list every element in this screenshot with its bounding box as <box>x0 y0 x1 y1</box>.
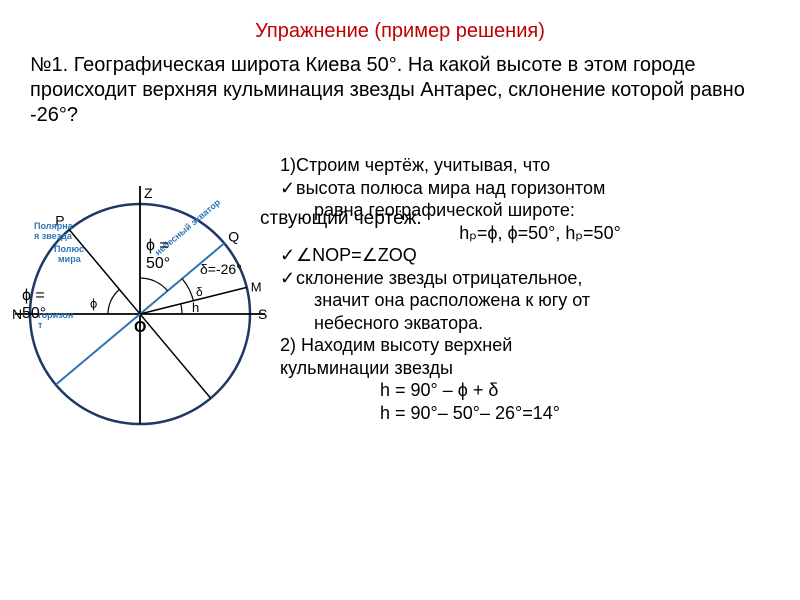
bullet3c: небесного экватора. <box>280 312 800 335</box>
fragment-text: ствующий чертёж. <box>260 208 422 230</box>
svg-text:δ: δ <box>196 285 203 299</box>
problem-statement: №1. Географическая широта Киева 50°. На … <box>0 53 800 134</box>
svg-text:M: M <box>251 279 262 294</box>
svg-text:ϕ =: ϕ = <box>146 237 169 254</box>
svg-text:Полярна: Полярна <box>34 221 74 231</box>
exercise-title: Упражнение (пример решения) <box>0 0 800 53</box>
celestial-sphere-diagram: NSZОQPMПолярная звездаПолюсмиранебесный … <box>10 134 280 494</box>
svg-text:50°: 50° <box>22 305 46 322</box>
svg-text:я звезда: я звезда <box>34 231 73 241</box>
bullet1a: высота полюса мира над горизонтом <box>296 178 605 198</box>
step1: 1)Строим чертёж, учитывая, что <box>280 154 800 177</box>
bullet3a: склонение звезды отрицательное, <box>296 268 582 288</box>
solution-text: 1)Строим чертёж, учитывая, что ✓высота п… <box>280 134 800 494</box>
svg-text:50°: 50° <box>146 255 170 272</box>
svg-text:S: S <box>258 306 267 322</box>
svg-text:О: О <box>134 319 146 336</box>
svg-text:N: N <box>12 306 22 322</box>
svg-text:Q: Q <box>228 228 239 244</box>
bullet3b: значит она расположена к югу от <box>280 289 800 312</box>
svg-text:δ=-26°: δ=-26° <box>200 261 242 277</box>
svg-text:Z: Z <box>144 185 153 201</box>
svg-text:Полюс: Полюс <box>54 244 84 254</box>
step2b: кульминации звезды <box>280 357 800 380</box>
svg-text:ϕ =: ϕ = <box>22 287 45 304</box>
equation3: h = 90°– 50°– 26°=14° <box>280 402 800 425</box>
svg-text:ϕ: ϕ <box>90 296 97 311</box>
svg-text:h: h <box>192 300 199 315</box>
svg-text:мира: мира <box>58 254 82 264</box>
step2: 2) Находим высоту верхней <box>280 334 800 357</box>
bullet2: ∠NOP=∠ZOQ <box>296 245 417 265</box>
equation2: h = 90° – ϕ + δ <box>280 379 800 402</box>
